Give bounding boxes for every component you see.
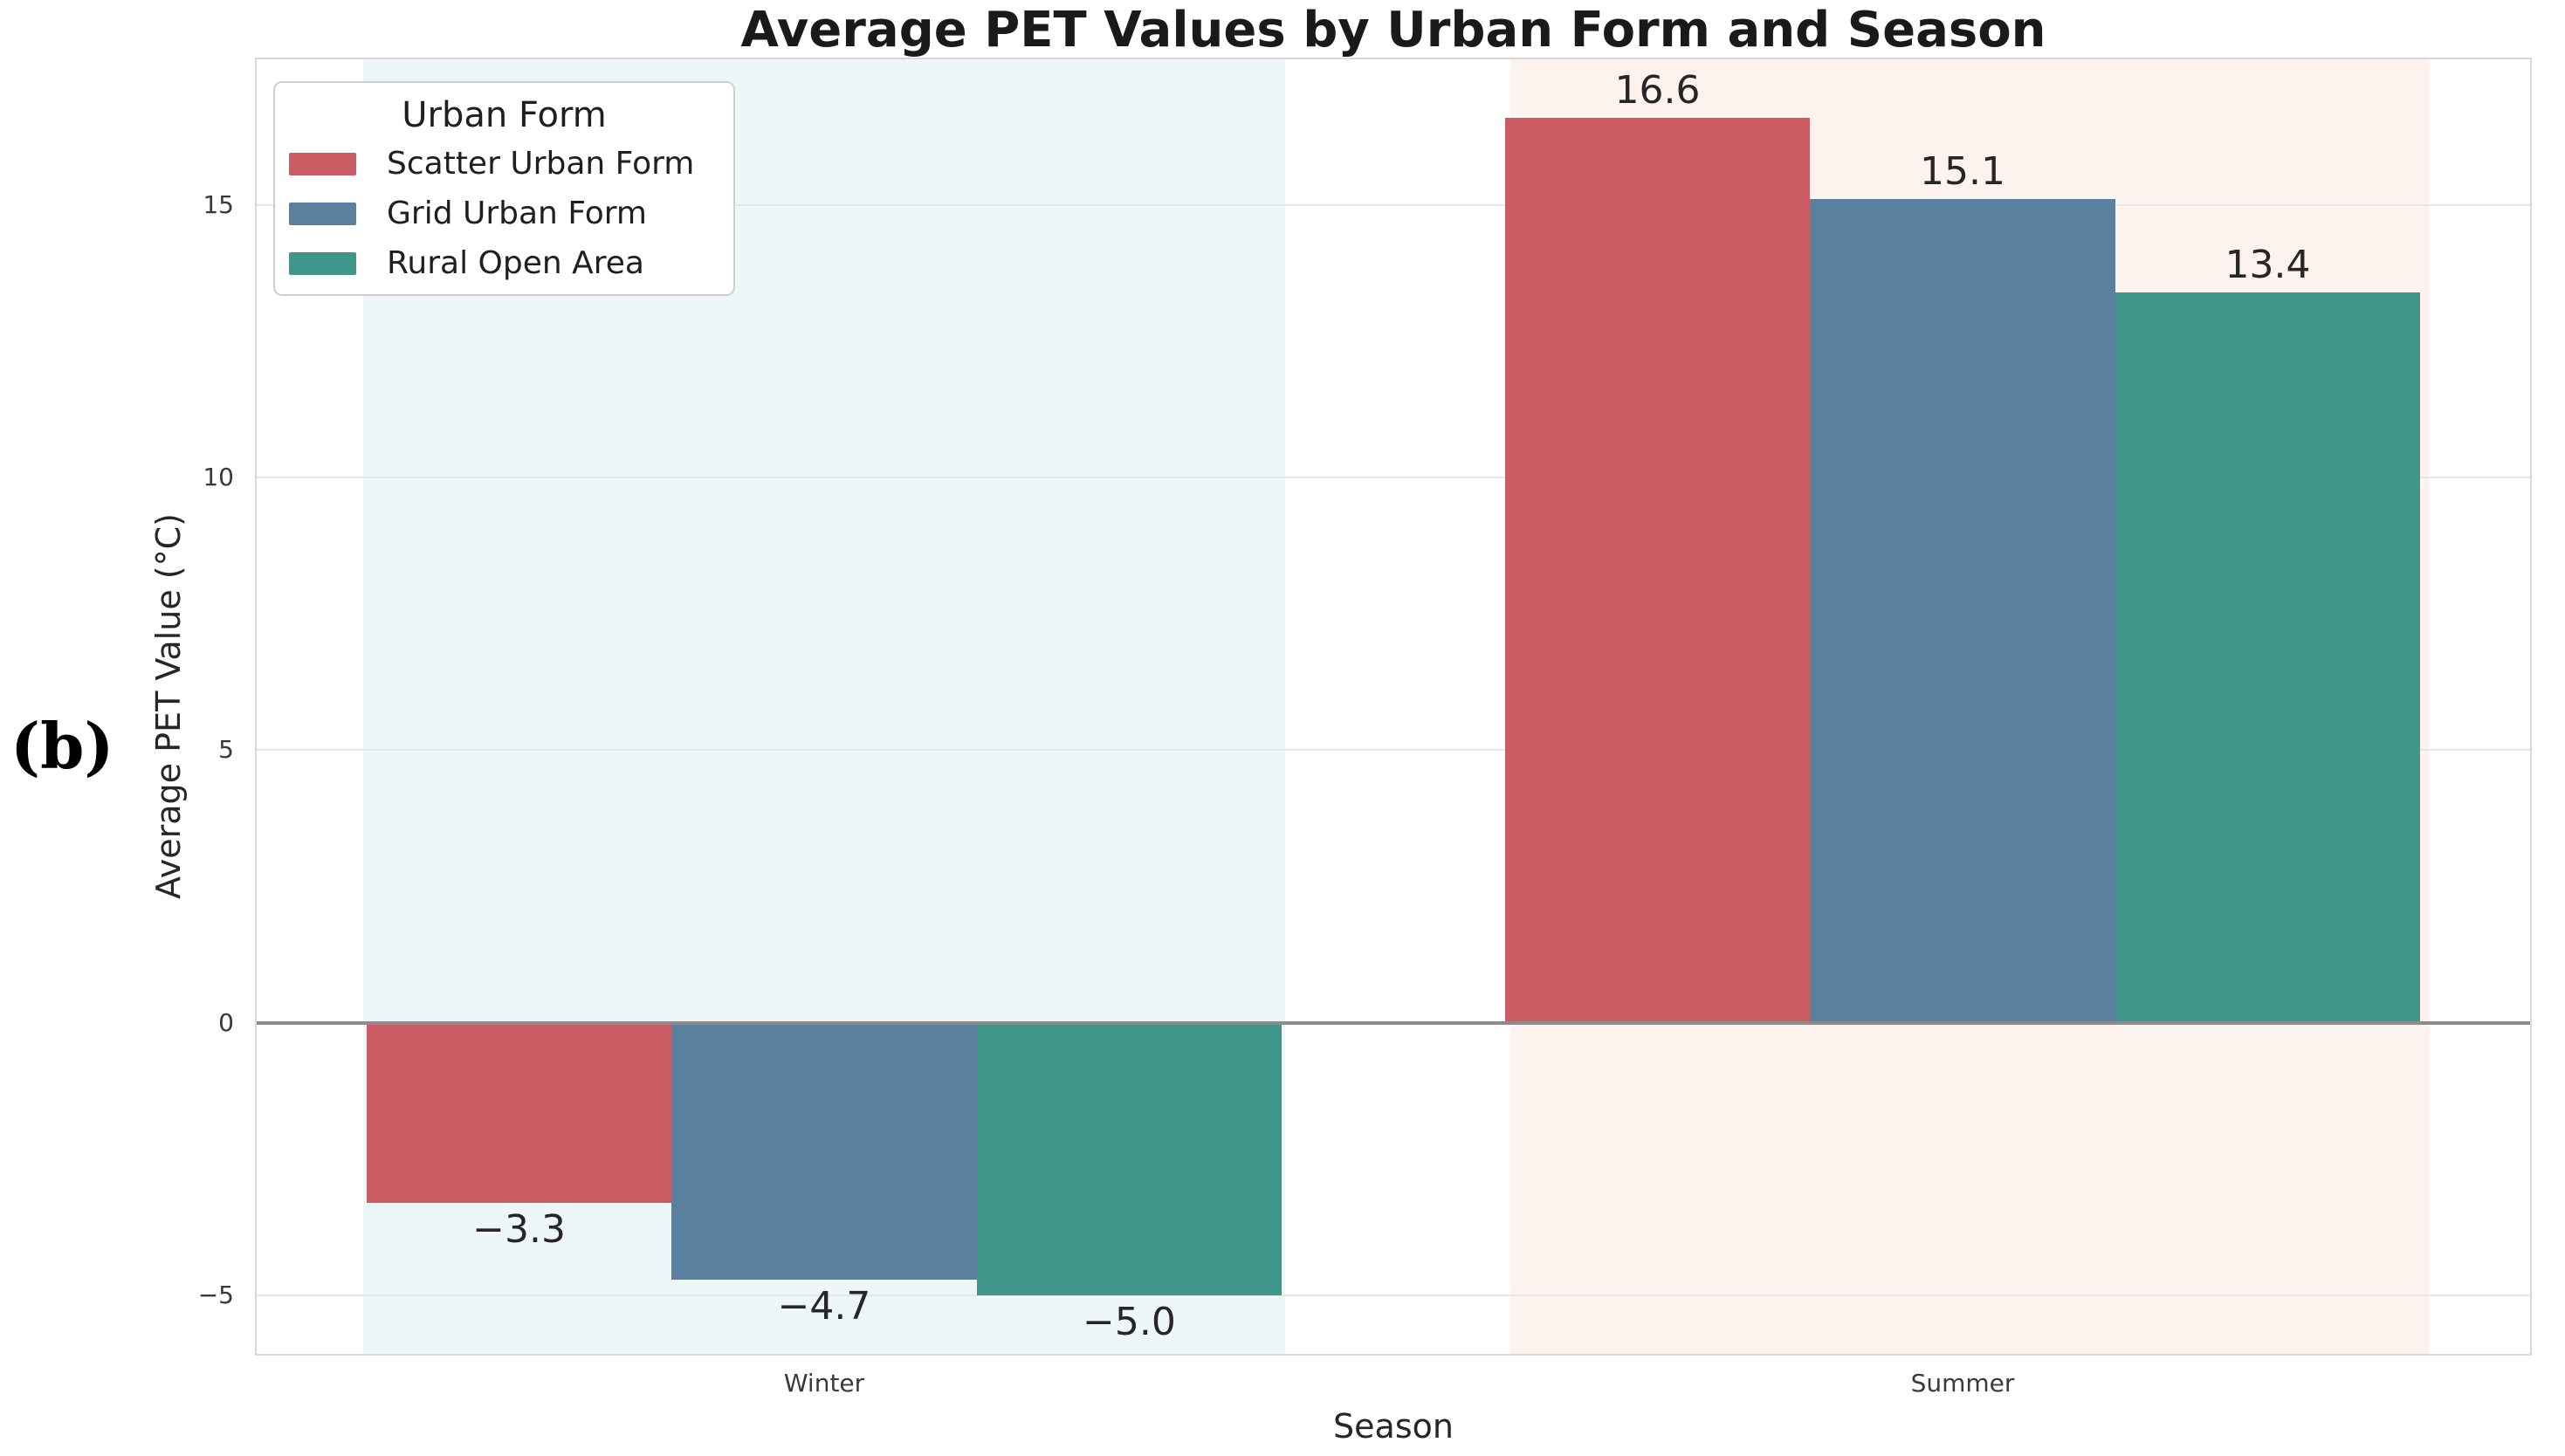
- bar-value-label: 15.1: [1920, 149, 2005, 195]
- legend-item-label: Scatter Urban Form: [387, 146, 695, 182]
- legend-item-scatter-urban-form: Scatter Urban Form: [275, 139, 733, 189]
- legend-title: Urban Form: [402, 95, 607, 135]
- bar-value-label: −4.7: [777, 1283, 871, 1329]
- bar-value-label: 16.6: [1614, 67, 1701, 113]
- gridline-y-10: [255, 477, 2532, 479]
- bar-winter-scatter-urban-form: [366, 1022, 672, 1204]
- y-tick-label: 5: [218, 735, 234, 765]
- bar-value-label: −5.0: [1083, 1300, 1176, 1345]
- y-tick-label: 10: [203, 463, 234, 492]
- x-axis-title: Season: [1333, 1407, 1454, 1446]
- legend-item-label: Grid Urban Form: [387, 196, 648, 231]
- x-tick-label-summer: Summer: [1910, 1369, 2015, 1398]
- bar-winter-rural-open-area: [976, 1022, 1282, 1296]
- gridline-y-15: [255, 203, 2532, 206]
- gridline-y-5: [255, 749, 2532, 752]
- y-tick-label: −5: [197, 1281, 234, 1310]
- y-axis-title: Average PET Value (°C): [149, 513, 188, 899]
- panel-label: (b): [10, 709, 114, 783]
- legend-item-label: Rural Open Area: [387, 245, 644, 281]
- bar-value-label: 13.4: [2225, 242, 2311, 287]
- legend-swatch: [289, 152, 356, 175]
- legend-item-rural-open-area: Rural Open Area: [275, 238, 733, 288]
- legend-item-grid-urban-form: Grid Urban Form: [275, 189, 733, 238]
- bar-summer-rural-open-area: [2115, 292, 2421, 1023]
- y-tick-label: 0: [218, 1007, 234, 1037]
- x-tick-label-winter: Winter: [783, 1369, 865, 1398]
- bar-summer-grid-urban-form: [1810, 199, 2115, 1023]
- bar-value-label: −3.3: [472, 1207, 566, 1253]
- legend: Urban Form Scatter Urban Form Grid Urban …: [273, 81, 735, 296]
- legend-swatch: [289, 251, 356, 275]
- bar-summer-scatter-urban-form: [1504, 117, 1811, 1023]
- legend-swatch: [289, 202, 356, 225]
- zero-line: [255, 1020, 2532, 1025]
- gridline-y--5: [255, 1295, 2532, 1297]
- chart-title: Average PET Values by Urban Form and Sea…: [740, 2, 2046, 58]
- y-tick-label: 15: [203, 189, 234, 219]
- bar-winter-grid-urban-form: [671, 1022, 977, 1280]
